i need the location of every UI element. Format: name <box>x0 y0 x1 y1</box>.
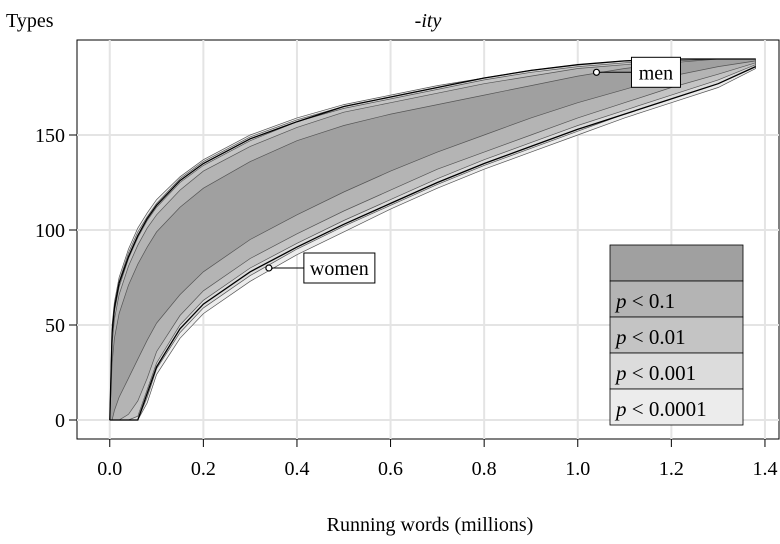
annotation-box <box>303 252 376 284</box>
y-axis-label: Types <box>6 10 54 32</box>
legend-swatch <box>609 316 744 354</box>
x-tick-label: 1.0 <box>565 458 590 480</box>
x-tick-label: 0.2 <box>191 458 216 480</box>
legend-label: p < 0.01 <box>614 325 686 349</box>
legend: p < 0.1 p < 0.01 p < 0.001 p < 0.0001 <box>609 244 744 426</box>
y-tick-label: 150 <box>35 125 65 147</box>
legend-swatch <box>609 280 744 318</box>
chart-title: -ity <box>415 10 442 32</box>
x-tick-label: 0.0 <box>97 458 122 480</box>
x-tick-label: 0.4 <box>284 458 309 480</box>
x-tick-label: 0.6 <box>378 458 403 480</box>
band-5 <box>109 58 756 421</box>
legend-label: p < 0.0001 <box>614 397 707 421</box>
x-tick-label: 0.8 <box>472 458 497 480</box>
y-tick-label: 100 <box>35 220 65 242</box>
annotation-marker <box>592 68 601 76</box>
annotation-men: men <box>592 56 681 88</box>
legend-label: p < 0.1 <box>614 289 675 313</box>
y-tick-label: 50 <box>45 315 65 337</box>
annotations: men women <box>265 56 681 284</box>
x-tick-label: 1.4 <box>752 458 777 480</box>
legend-swatch <box>609 352 744 390</box>
annotation-label: men <box>639 62 673 84</box>
series-line-women <box>109 66 756 421</box>
legend-swatch <box>609 244 744 282</box>
legend-swatch <box>609 388 744 426</box>
confidence-bands <box>109 58 756 421</box>
series-lines <box>109 58 756 421</box>
x-tick-label: 1.2 <box>659 458 684 480</box>
annotation-box <box>630 56 681 88</box>
axes: 0.0 0.2 0.4 0.6 0.8 1.0 1.2 1.4 0 50 100 150 <box>35 125 777 480</box>
annotation-label: women <box>310 258 369 280</box>
legend-label: p < 0.001 <box>614 361 696 385</box>
series-line-men <box>109 58 756 421</box>
annotation-women: women <box>265 252 376 284</box>
y-tick-label: 0 <box>55 410 65 432</box>
x-axis-label: Running words (millions) <box>327 514 534 536</box>
annotation-marker <box>265 264 273 272</box>
